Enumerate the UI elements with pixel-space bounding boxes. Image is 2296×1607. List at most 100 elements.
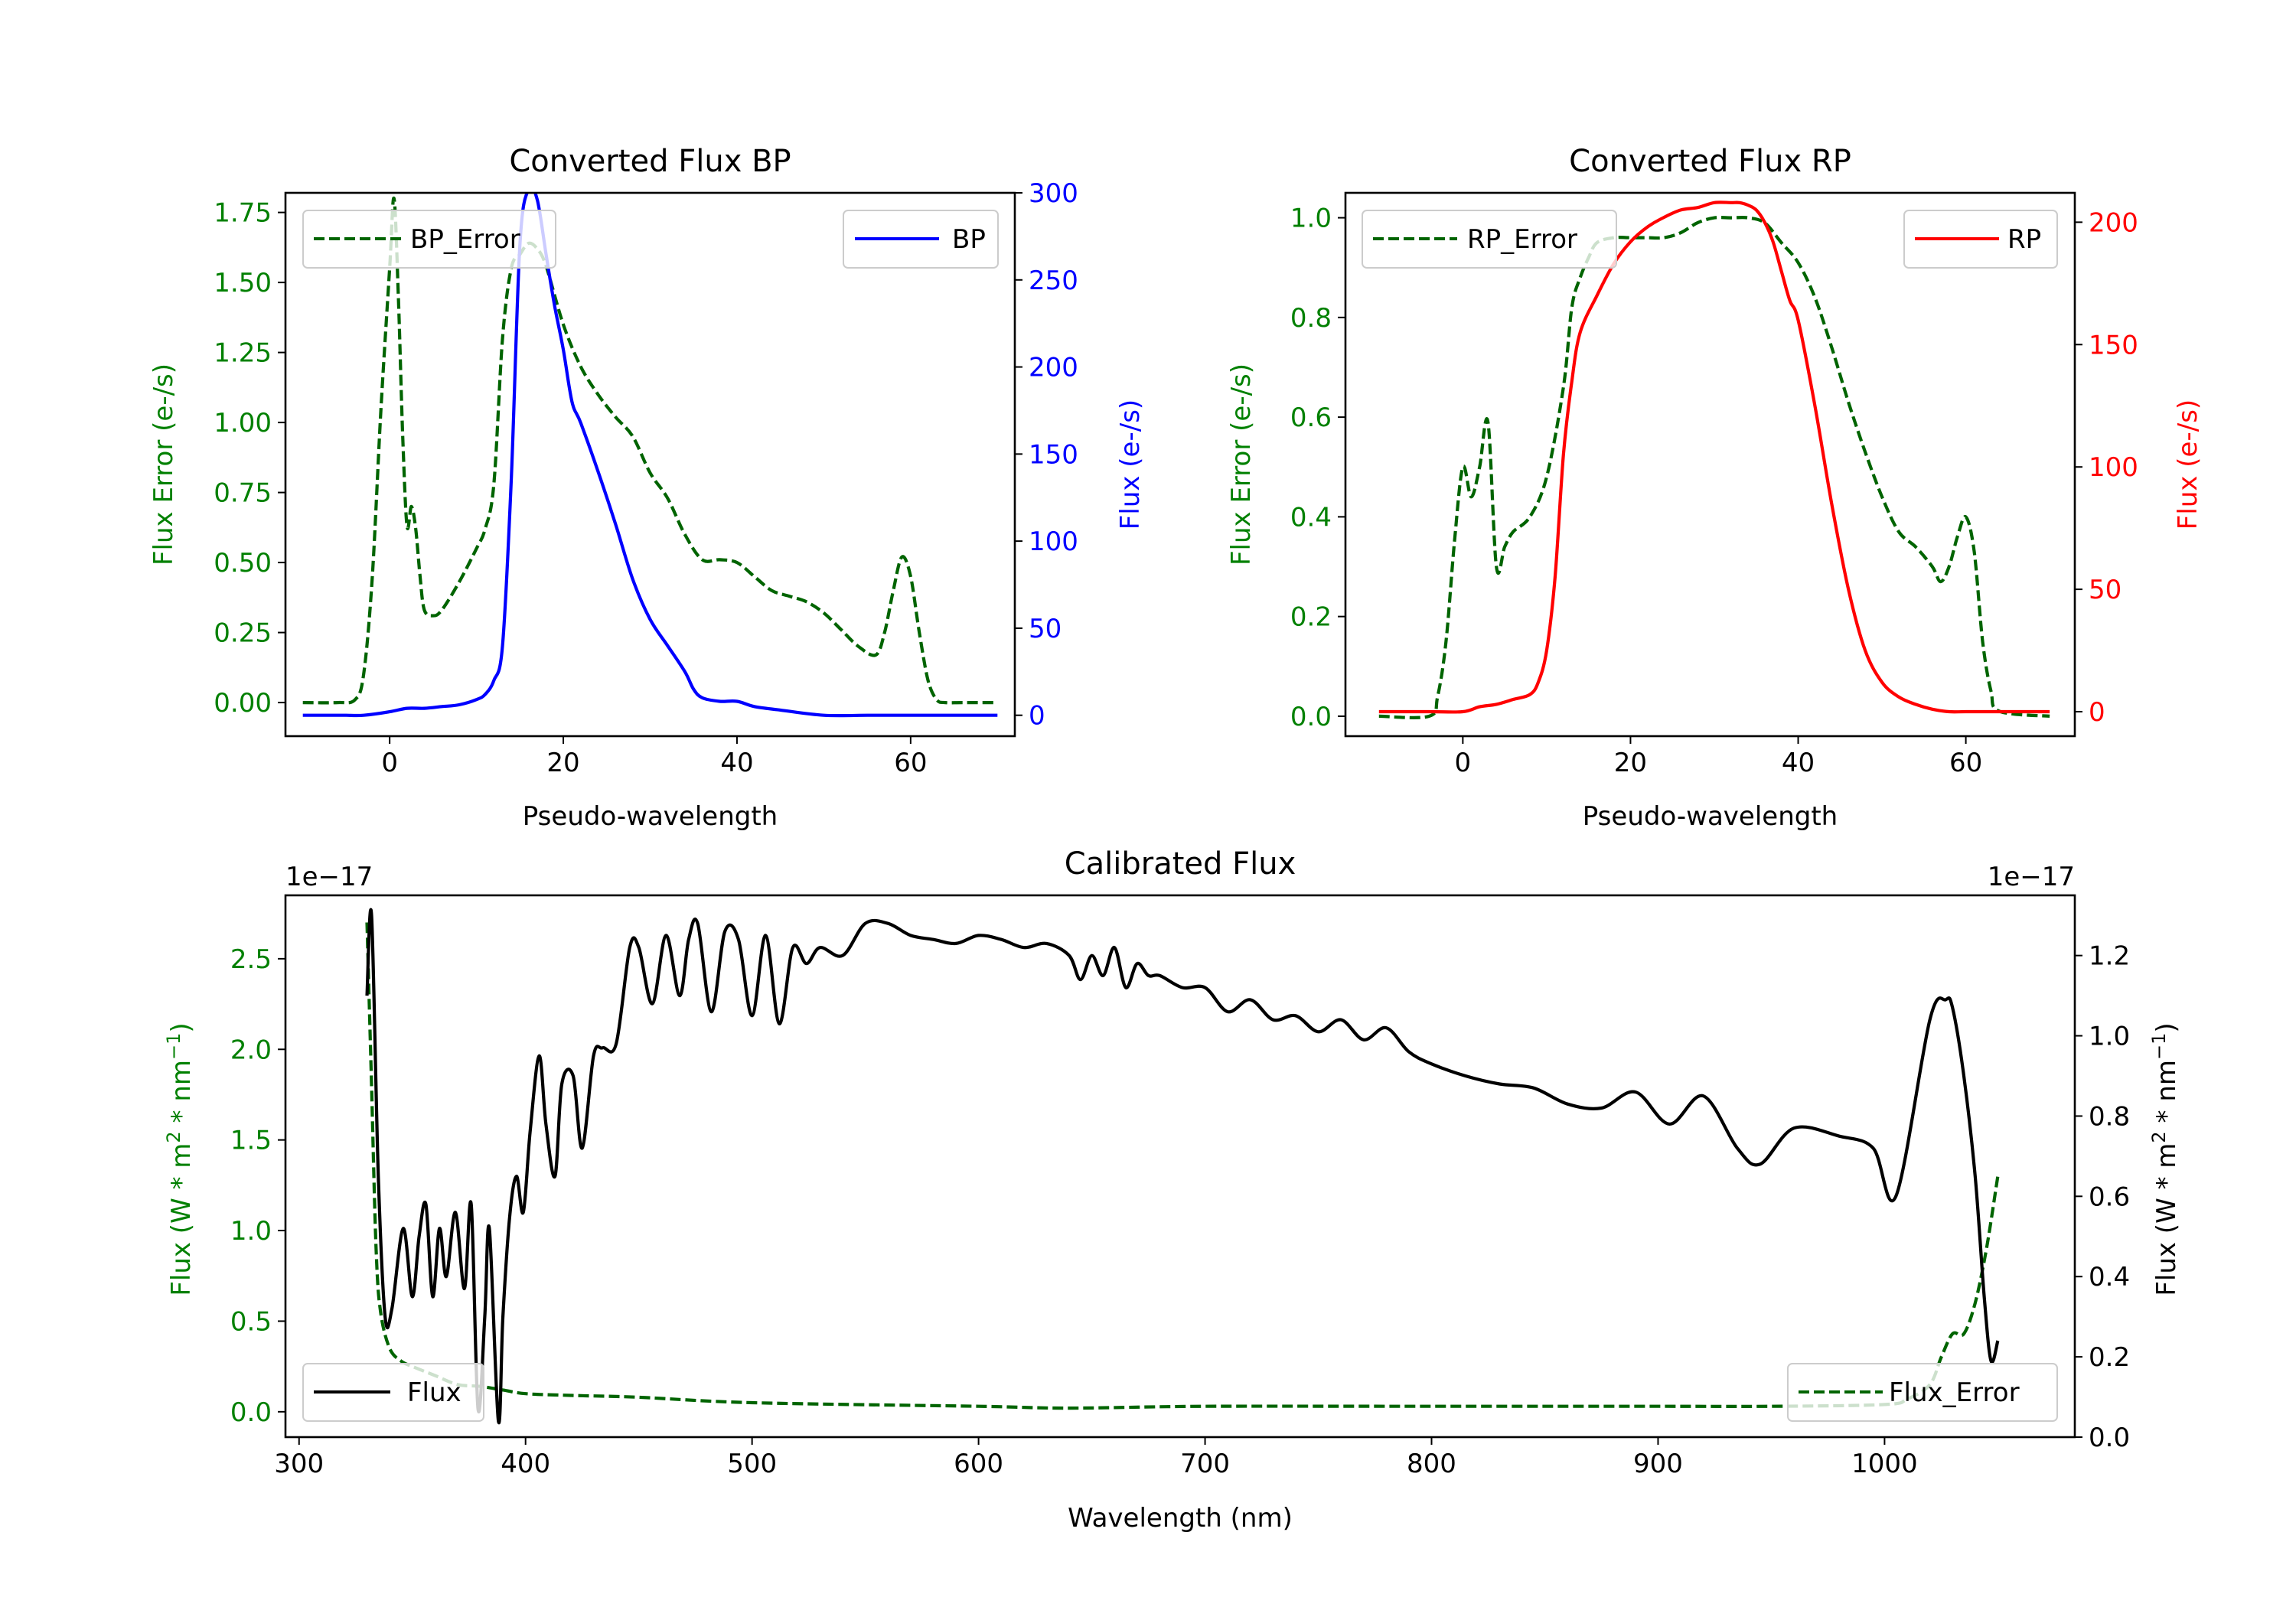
bp-legend-error: BP_Error <box>302 210 556 269</box>
calibrated-series-lines <box>365 908 2000 1425</box>
calibrated-title: Calibrated Flux <box>1065 846 1296 882</box>
calibrated-left-label-main: Flux (W * m <box>166 1143 197 1296</box>
bp-panel: 0 20 40 60 0.00 0.25 0.50 0.75 1.00 1.25 1.50 1.75 0… <box>148 144 1146 832</box>
bp-right-tick-label: 0 <box>1029 701 1045 732</box>
calibrated-legend-error-box <box>1787 1363 2058 1422</box>
calibrated-right-label-sup2: −1 <box>2148 1033 2170 1060</box>
bp-x-tick-label: 40 <box>720 748 753 778</box>
calibrated-left-label-end: ) <box>166 1022 197 1032</box>
calibrated-right-label-mid: * nm <box>2151 1060 2182 1131</box>
rp-x-tick-label: 20 <box>1614 748 1647 778</box>
calibrated-x-axis-label: Wavelength (nm) <box>1068 1503 1293 1534</box>
bp-left-tick-label: 1.50 <box>214 268 272 298</box>
bp-legend-flux-label: BP <box>952 224 986 255</box>
rp-x-tick-label: 0 <box>1455 748 1472 778</box>
calibrated-left-axis-label: Flux (W * m2 * nm−1) <box>163 1022 197 1296</box>
calibrated-panel: 300 400 500 600 700 800 900 1000 0.0 0.5 1.0 1.5 2.0… <box>163 846 2182 1534</box>
cal-right-tick-label: 1.0 <box>2089 1022 2130 1052</box>
bp-plot-frame <box>284 191 1016 738</box>
bp-left-tick-label: 0.00 <box>214 688 272 719</box>
cal-left-tick-label: 1.0 <box>230 1216 272 1247</box>
calibrated-legend-error-label: Flux_Error <box>1889 1377 2020 1408</box>
rp-series-lines <box>1378 200 2050 719</box>
cal-right-tick-label: 0.0 <box>2089 1423 2130 1453</box>
rp-x-tick-label: 60 <box>1949 748 1982 778</box>
rp-legend-error-label: RP_Error <box>1467 224 1577 255</box>
rp-left-tick-label: 0.2 <box>1290 602 1332 633</box>
calibrated-right-label-main: Flux (W * m <box>2151 1143 2182 1296</box>
bp-x-tick-label: 60 <box>894 748 927 778</box>
rp-right-tick-label: 150 <box>2089 330 2138 360</box>
cal-x-tick-label: 700 <box>1180 1449 1230 1479</box>
bp-legend-error-label: BP_Error <box>410 224 520 255</box>
calibrated-plot-frame <box>284 894 2076 1439</box>
bp-right-tick-label: 150 <box>1029 439 1078 470</box>
rp-x-tick-label: 40 <box>1782 748 1815 778</box>
rp-line-rp <box>1378 200 2050 714</box>
bp-x-tick-label: 0 <box>381 748 398 778</box>
calibrated-left-label-sup2: −1 <box>163 1033 184 1060</box>
bp-left-tick-label: 1.00 <box>214 408 272 438</box>
rp-ticks: 0 20 40 60 0.0 0.2 0.4 0.6 0.8 1.0 0 50 100 150 200 <box>1290 204 2138 778</box>
cal-left-tick-label: 1.5 <box>230 1126 272 1156</box>
rp-right-tick-label: 50 <box>2089 575 2122 605</box>
calibrated-right-axis-label: Flux (W * m2 * nm−1) <box>2148 1022 2182 1296</box>
bp-right-axis-label: Flux (e-/s) <box>1115 399 1146 530</box>
calibrated-legend-flux-label: Flux <box>407 1377 461 1408</box>
cal-x-tick-label: 400 <box>501 1449 550 1479</box>
cal-line-flux-error <box>365 922 2000 1410</box>
bp-line-bp <box>302 193 998 718</box>
rp-legend-flux-label: RP <box>2007 224 2041 255</box>
bp-left-tick-label: 0.50 <box>214 548 272 579</box>
bp-right-tick-label: 250 <box>1029 266 1078 296</box>
cal-x-tick-label: 500 <box>727 1449 777 1479</box>
calibrated-left-label-mid: * nm <box>166 1060 197 1131</box>
cal-x-tick-label: 600 <box>954 1449 1003 1479</box>
cal-right-tick-label: 0.2 <box>2089 1342 2130 1373</box>
bp-left-tick-label: 1.25 <box>214 338 272 369</box>
cal-x-tick-label: 1000 <box>1851 1449 1918 1479</box>
rp-left-tick-label: 1.0 <box>1290 204 1332 234</box>
calibrated-legend-flux-box <box>302 1363 484 1422</box>
rp-left-tick-label: 0.4 <box>1290 502 1332 533</box>
calibrated-legend-error: Flux_Error <box>1787 1363 2058 1422</box>
bp-left-tick-label: 0.75 <box>214 478 272 509</box>
bp-left-tick-label: 1.75 <box>214 198 272 229</box>
rp-right-tick-label: 100 <box>2089 452 2138 483</box>
cal-left-tick-label: 2.0 <box>230 1035 272 1065</box>
rp-right-axis-label: Flux (e-/s) <box>2173 399 2203 530</box>
calibrated-left-offset: 1e−17 <box>285 862 373 892</box>
calibrated-right-label-sup1: 2 <box>2148 1131 2170 1143</box>
rp-left-tick-label: 0.0 <box>1290 702 1332 732</box>
rp-legend-flux: RP <box>1903 210 2058 269</box>
rp-panel: 0 20 40 60 0.0 0.2 0.4 0.6 0.8 1.0 0 50 100 150 200 Co… <box>1226 144 2203 832</box>
cal-x-tick-label: 800 <box>1407 1449 1456 1479</box>
rp-left-tick-label: 0.6 <box>1290 403 1332 433</box>
bp-left-tick-label: 0.25 <box>214 618 272 649</box>
bp-title: Converted Flux BP <box>509 144 791 179</box>
bp-right-tick-label: 100 <box>1029 526 1078 557</box>
bp-left-axis-label: Flux Error (e-/s) <box>148 363 179 566</box>
bp-right-tick-label: 50 <box>1029 614 1062 644</box>
rp-right-tick-label: 200 <box>2089 207 2138 238</box>
calibrated-right-offset: 1e−17 <box>1988 862 2075 892</box>
rp-legend-error-box <box>1362 210 1617 269</box>
bp-right-tick-label: 200 <box>1029 353 1078 383</box>
calibrated-ticks: 300 400 500 600 700 800 900 1000 0.0 0.5 1.0 1.5 2.0… <box>230 941 2130 1479</box>
bp-x-tick-label: 20 <box>546 748 579 778</box>
bp-right-tick-label: 300 <box>1029 178 1078 209</box>
cal-left-tick-label: 0.5 <box>230 1306 272 1337</box>
bp-legend-flux: BP <box>843 210 999 269</box>
cal-right-tick-label: 1.2 <box>2089 941 2130 972</box>
rp-left-tick-label: 0.8 <box>1290 303 1332 334</box>
cal-left-tick-label: 2.5 <box>230 944 272 975</box>
rp-line-rp-error <box>1378 216 2050 719</box>
calibrated-right-label-end: ) <box>2151 1022 2182 1032</box>
cal-line-flux <box>365 908 2000 1425</box>
bp-ticks: 0 20 40 60 0.00 0.25 0.50 0.75 1.00 1.25 1.50 1.75 0… <box>214 178 1078 778</box>
cal-right-tick-label: 0.6 <box>2089 1182 2130 1212</box>
rp-legend-error: RP_Error <box>1362 210 1617 269</box>
cal-right-tick-label: 0.8 <box>2089 1101 2130 1132</box>
rp-x-axis-label: Pseudo-wavelength <box>1583 801 1838 832</box>
